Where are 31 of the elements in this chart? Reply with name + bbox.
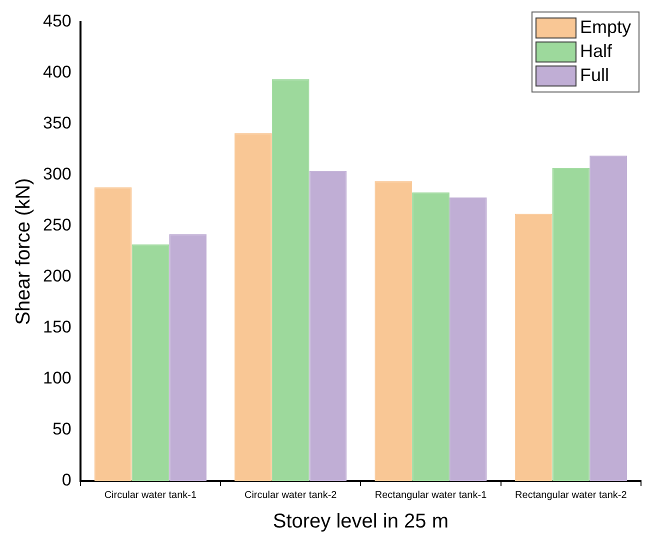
bar — [132, 244, 170, 481]
y-tick-label: 200 — [42, 266, 72, 286]
y-tick-label: 150 — [42, 318, 72, 337]
x-tick-label: Circular water tank-1 — [104, 490, 197, 501]
bar — [552, 168, 590, 481]
y-tick-label: 50 — [52, 420, 72, 439]
bar — [94, 187, 132, 481]
y-axis-title: Shear force (kN) — [12, 178, 35, 325]
bar — [309, 170, 347, 481]
y-tick-label: 350 — [42, 114, 72, 133]
y-tick-label: 450 — [42, 12, 72, 31]
x-tick-label: Rectangular water tank-1 — [374, 490, 488, 501]
bar — [590, 156, 627, 481]
bar — [374, 181, 412, 481]
y-tick-label: 300 — [42, 164, 72, 184]
bar — [272, 79, 310, 481]
legend-label: Empty — [580, 16, 632, 37]
legend-label: Full — [580, 64, 610, 85]
bar — [514, 214, 552, 481]
bar — [234, 133, 272, 481]
y-tick-label: 250 — [42, 216, 72, 235]
x-tick-label: Circular water tank-2 — [244, 490, 338, 501]
legend-label: Half — [580, 40, 613, 61]
y-tick-label: 0 — [62, 470, 72, 490]
x-tick-label: Rectangular water tank-2 — [515, 490, 628, 501]
bar — [449, 197, 487, 481]
y-tick-label: 400 — [42, 62, 72, 82]
bar — [169, 234, 207, 481]
y-tick-label: 100 — [42, 368, 72, 388]
x-axis-title: Storey level in 25 m — [272, 510, 448, 533]
bar — [412, 192, 450, 481]
